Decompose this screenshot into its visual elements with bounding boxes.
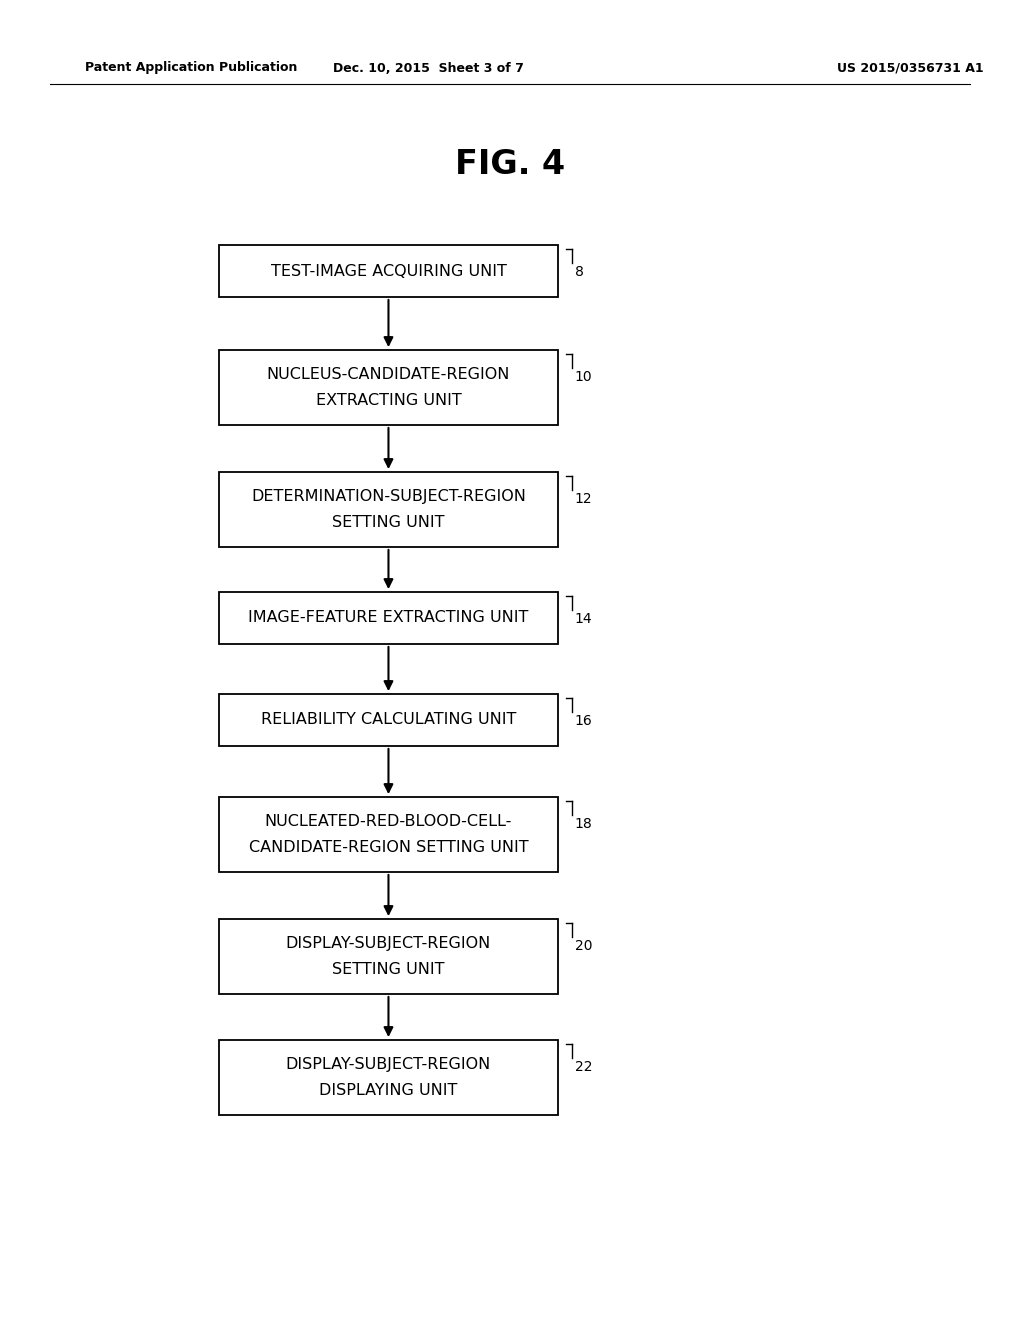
Text: NUCLEUS-CANDIDATE-REGION: NUCLEUS-CANDIDATE-REGION [267,367,510,381]
Text: Patent Application Publication: Patent Application Publication [85,62,297,74]
Text: 12: 12 [574,492,592,506]
Text: NUCLEATED-RED-BLOOD-CELL-: NUCLEATED-RED-BLOOD-CELL- [265,814,512,829]
Text: DISPLAY-SUBJECT-REGION: DISPLAY-SUBJECT-REGION [286,936,492,950]
Text: RELIABILITY CALCULATING UNIT: RELIABILITY CALCULATING UNIT [261,713,516,727]
Text: SETTING UNIT: SETTING UNIT [332,515,444,531]
Text: IMAGE-FEATURE EXTRACTING UNIT: IMAGE-FEATURE EXTRACTING UNIT [248,610,528,626]
Text: DISPLAY-SUBJECT-REGION: DISPLAY-SUBJECT-REGION [286,1057,492,1072]
Text: 14: 14 [574,612,592,626]
Bar [219,1040,558,1115]
Text: DISPLAYING UNIT: DISPLAYING UNIT [319,1082,458,1098]
Bar [219,473,558,546]
Text: 18: 18 [574,817,593,832]
Bar [219,350,558,425]
Text: 22: 22 [574,1060,592,1074]
Bar [219,246,558,297]
Bar [219,797,558,873]
Text: TEST-IMAGE ACQUIRING UNIT: TEST-IMAGE ACQUIRING UNIT [270,264,507,279]
Text: CANDIDATE-REGION SETTING UNIT: CANDIDATE-REGION SETTING UNIT [249,840,528,855]
Text: DETERMINATION-SUBJECT-REGION: DETERMINATION-SUBJECT-REGION [251,488,526,504]
Text: US 2015/0356731 A1: US 2015/0356731 A1 [837,62,983,74]
Text: SETTING UNIT: SETTING UNIT [332,962,444,977]
Text: 10: 10 [574,370,592,384]
Text: Dec. 10, 2015  Sheet 3 of 7: Dec. 10, 2015 Sheet 3 of 7 [333,62,523,74]
Text: 20: 20 [574,939,592,953]
Text: 16: 16 [574,714,593,729]
Text: EXTRACTING UNIT: EXTRACTING UNIT [315,393,462,408]
Text: 8: 8 [574,265,584,279]
Bar [219,919,558,994]
Text: FIG. 4: FIG. 4 [455,149,565,181]
Bar [219,591,558,644]
Bar [219,694,558,746]
